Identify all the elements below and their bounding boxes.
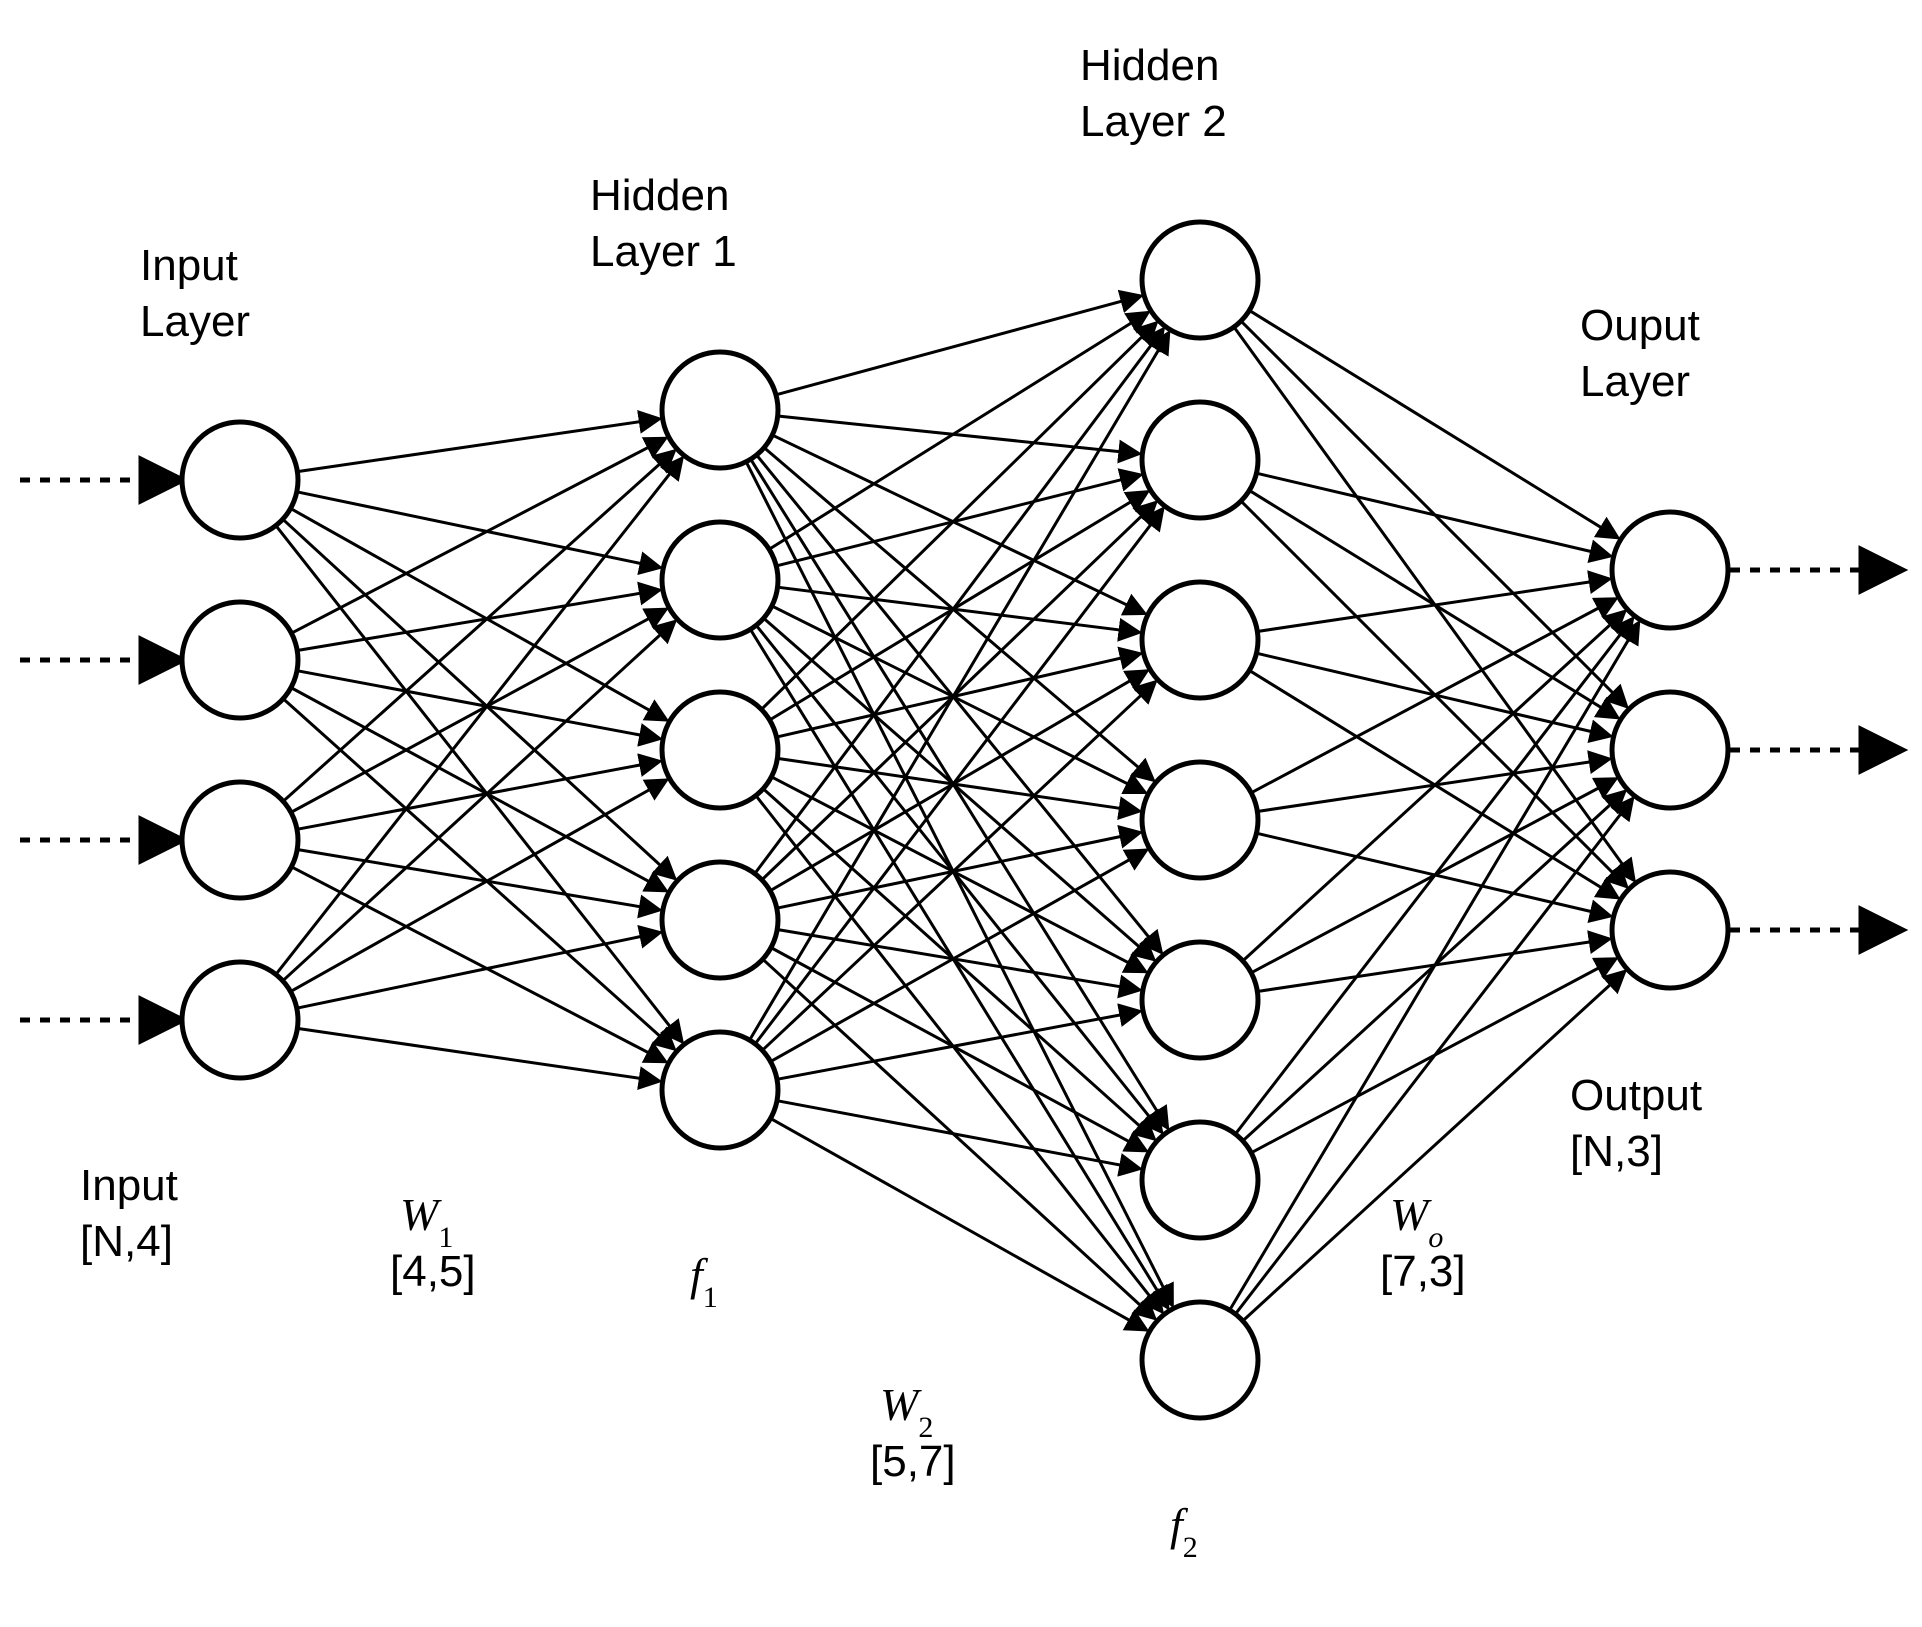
edge [764, 618, 1154, 959]
edge [771, 777, 1145, 972]
output-node [1612, 692, 1728, 808]
output-label: Ouput [1580, 301, 1700, 350]
edge [297, 761, 659, 829]
edge [283, 622, 675, 981]
edge [297, 419, 658, 472]
hidden2-node [1142, 1302, 1258, 1418]
input-label: Input [140, 241, 238, 290]
edge [283, 699, 674, 1049]
weight-label: Wo [1390, 1189, 1443, 1254]
input-node [182, 962, 298, 1078]
edge [777, 833, 1140, 909]
edge [776, 296, 1140, 395]
edges-group [276, 296, 1638, 1329]
edge [750, 333, 1169, 1040]
output-label: Layer [1580, 357, 1690, 406]
edge [772, 435, 1144, 613]
weight-label: W2 [880, 1379, 933, 1444]
edge [1256, 473, 1609, 556]
output-dim-label: [N,3] [1570, 1127, 1663, 1176]
input-node [182, 422, 298, 538]
hidden2-label: Hidden [1080, 41, 1219, 90]
edge [291, 439, 665, 634]
input-dim-label: [N,4] [80, 1217, 173, 1266]
edge [746, 462, 1172, 1305]
edge [776, 475, 1140, 566]
neural-network-diagram: Input Layer Input [N,4] Hidden Layer 1 f1 Hidde… [0, 0, 1922, 1627]
output-dim-label: Output [1570, 1071, 1702, 1120]
hidden2-node [1142, 762, 1258, 878]
edge [297, 933, 660, 1009]
edge [1251, 599, 1615, 793]
input-node [182, 782, 298, 898]
edge [297, 671, 659, 739]
edge [777, 758, 1138, 811]
hidden2-label: Layer 2 [1080, 97, 1227, 146]
edge [283, 451, 674, 801]
input-dim-label: Input [80, 1161, 178, 1210]
edge [771, 1118, 1146, 1329]
edge [297, 1028, 658, 1081]
weight-dim-label: [7,3] [1380, 1247, 1466, 1296]
edge [283, 519, 675, 878]
hidden1-node [662, 692, 778, 808]
hidden2-node [1142, 402, 1258, 518]
weight-dim-label: [4,5] [390, 1247, 476, 1296]
hidden1-node [662, 352, 778, 468]
edge [762, 503, 1155, 880]
edge [1257, 579, 1608, 631]
output-node [1612, 512, 1728, 628]
weight-dim-label: [5,7] [870, 1437, 956, 1486]
hidden2-node [1142, 222, 1258, 338]
hidden1-node [662, 522, 778, 638]
hidden1-label: Layer 1 [590, 227, 737, 276]
edge [771, 948, 1145, 1151]
activation-label: f1 [690, 1249, 718, 1314]
edge [762, 682, 1154, 1050]
hidden2-node [1142, 1122, 1258, 1238]
input-node [182, 602, 298, 718]
edge [291, 867, 665, 1062]
hidden1-label: Hidden [590, 171, 729, 220]
hidden1-node [662, 1032, 778, 1148]
edge [777, 654, 1140, 737]
input-label: Layer [140, 297, 250, 346]
hidden1-node [662, 862, 778, 978]
weight-label: W1 [400, 1189, 453, 1254]
edge [1230, 623, 1639, 1310]
edge [769, 313, 1147, 549]
hidden2-node [1142, 942, 1258, 1058]
hidden2-node [1142, 582, 1258, 698]
output-node [1612, 872, 1728, 988]
activation-label: f2 [1170, 1499, 1198, 1564]
